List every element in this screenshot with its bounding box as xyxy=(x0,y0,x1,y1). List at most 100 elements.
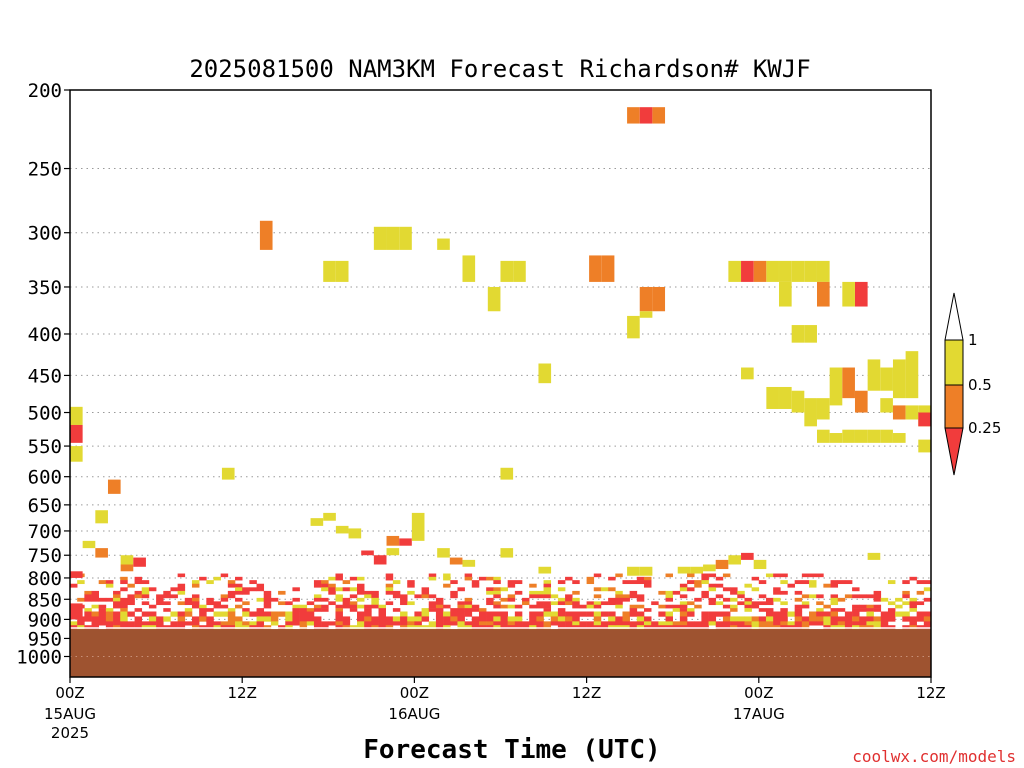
heatmap-cell xyxy=(600,625,609,630)
heatmap-cell xyxy=(765,616,774,622)
heatmap-cell xyxy=(586,621,595,626)
heatmap-cell xyxy=(478,616,487,622)
heatmap-cell xyxy=(773,590,781,595)
heatmap-cell xyxy=(593,611,602,617)
heatmap-cell xyxy=(780,611,788,617)
heatmap-cell xyxy=(500,611,508,617)
heatmap-cell xyxy=(794,608,803,612)
heatmap-cell xyxy=(357,604,365,609)
heatmap-cell xyxy=(478,611,487,617)
heatmap-cell xyxy=(572,590,580,595)
heatmap-cell xyxy=(421,587,430,592)
heatmap-cell xyxy=(184,601,193,606)
heatmap-cell xyxy=(471,604,480,609)
heatmap-cell xyxy=(335,604,343,609)
heatmap-cell xyxy=(177,601,186,606)
heatmap-cell xyxy=(687,611,695,617)
heatmap-cell xyxy=(120,604,128,609)
heatmap-cell xyxy=(227,590,236,595)
heatmap-cell xyxy=(665,594,673,599)
heatmap-cell xyxy=(328,621,336,626)
heatmap-cell xyxy=(708,616,717,622)
heatmap-cell xyxy=(823,625,831,630)
heatmap-cell xyxy=(902,601,910,606)
heatmap-cell xyxy=(758,625,767,630)
heatmap-cell xyxy=(708,587,717,592)
heatmap-cell xyxy=(644,576,652,581)
heatmap-cell xyxy=(636,594,645,599)
heatmap-cell xyxy=(170,611,178,617)
heatmap-cell xyxy=(708,621,717,626)
heatmap-cell xyxy=(773,573,781,578)
heatmap-cell xyxy=(687,601,695,606)
heatmap-cell xyxy=(313,604,322,609)
heatmap-cell xyxy=(323,260,336,282)
heatmap-cell xyxy=(809,621,817,626)
heatmap-cell xyxy=(270,611,279,617)
heatmap-cell xyxy=(270,597,279,602)
heatmap-cell xyxy=(486,597,494,602)
heatmap-cell xyxy=(120,616,128,622)
heatmap-cell xyxy=(156,625,164,630)
heatmap-cell xyxy=(299,611,308,617)
heatmap-cell xyxy=(378,625,386,630)
heatmap-cell xyxy=(701,621,709,626)
colorbar-label: 0.25 xyxy=(968,419,1001,437)
heatmap-cell xyxy=(373,555,387,565)
heatmap-cell xyxy=(514,625,523,630)
heatmap-cell xyxy=(873,597,882,602)
heatmap-cell xyxy=(148,621,157,626)
heatmap-cell xyxy=(909,576,917,581)
heatmap-cell xyxy=(765,573,774,578)
heatmap-cell xyxy=(804,398,817,427)
heatmap-cell xyxy=(306,621,315,626)
ground-fill xyxy=(70,629,931,677)
heatmap-cell xyxy=(478,621,487,626)
heatmap-cell xyxy=(105,616,114,622)
heatmap-cell xyxy=(120,587,128,592)
heatmap-cell xyxy=(414,621,422,626)
heatmap-cell xyxy=(918,412,931,427)
heatmap-cell xyxy=(335,260,349,282)
heatmap-cell xyxy=(679,587,688,592)
heatmap-cell xyxy=(557,580,566,585)
heatmap-cell xyxy=(227,594,236,599)
heatmap-cell xyxy=(722,611,731,617)
heatmap-cell xyxy=(471,625,480,630)
heatmap-cell xyxy=(335,616,343,622)
heatmap-cell xyxy=(507,580,516,585)
heatmap-cell xyxy=(766,260,779,282)
heatmap-cell xyxy=(665,590,673,595)
heatmap-cell xyxy=(852,608,860,612)
heatmap-cell xyxy=(428,625,437,630)
heatmap-cell xyxy=(608,611,616,617)
heatmap-cell xyxy=(601,255,615,282)
heatmap-cell xyxy=(629,625,638,630)
heatmap-cell xyxy=(191,621,200,626)
heatmap-cell xyxy=(687,625,695,630)
heatmap-cell xyxy=(557,608,566,612)
heatmap-cell xyxy=(98,597,107,602)
heatmap-cell xyxy=(854,390,868,413)
heatmap-cell xyxy=(701,590,709,595)
heatmap-cell xyxy=(242,608,250,612)
heatmap-cell xyxy=(357,597,365,602)
heatmap-cell xyxy=(529,616,537,622)
heatmap-cell xyxy=(113,590,121,595)
heatmap-cell xyxy=(615,594,623,599)
heatmap-cell xyxy=(113,601,121,606)
heatmap-cell xyxy=(722,621,731,626)
heatmap-cell xyxy=(816,281,830,307)
heatmap-cell xyxy=(536,590,544,595)
heatmap-cell xyxy=(543,590,552,595)
heatmap-cell xyxy=(357,625,365,630)
heatmap-cell xyxy=(809,611,817,617)
heatmap-cell xyxy=(880,611,889,617)
heatmap-cell xyxy=(791,260,805,282)
heatmap-cell xyxy=(400,594,408,599)
heatmap-cell xyxy=(867,429,881,443)
heatmap-cell xyxy=(371,616,379,622)
heatmap-cell xyxy=(677,566,691,574)
heatmap-cell xyxy=(873,621,882,626)
heatmap-cell xyxy=(493,590,501,595)
